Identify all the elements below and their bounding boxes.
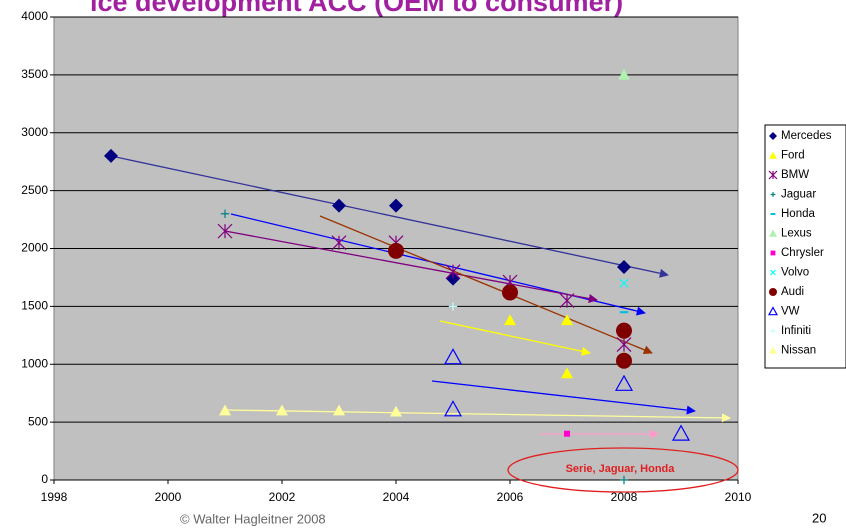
- y-tick-label: 3000: [21, 125, 48, 139]
- point: [502, 284, 518, 301]
- point: [445, 264, 461, 280]
- legend-label: Volvo: [781, 267, 809, 279]
- point: [559, 293, 575, 309]
- point: [219, 404, 231, 416]
- trend-arrow: [439, 320, 591, 356]
- y-tick-label: 2500: [21, 183, 48, 197]
- legend-label: Lexus: [781, 228, 812, 240]
- legend-marker: [770, 250, 776, 256]
- annotation-ellipse: [507, 447, 739, 493]
- legend-label: Infiniti: [781, 325, 811, 337]
- point: [389, 198, 403, 213]
- point: [332, 198, 346, 213]
- y-tick-label: 500: [28, 414, 48, 428]
- legend-label: Ford: [781, 150, 805, 162]
- point: [448, 302, 458, 311]
- legend-label: BMW: [781, 169, 809, 181]
- point: [564, 430, 570, 437]
- y-tick-label: 1000: [21, 356, 48, 370]
- x-tick-label: 2006: [497, 490, 524, 504]
- legend-label: Audi: [781, 286, 804, 298]
- point: [443, 348, 463, 365]
- y-tick-label: 0: [41, 472, 48, 486]
- x-tick-label: 2008: [611, 490, 638, 504]
- trend-arrow: [110, 155, 669, 278]
- point: [671, 424, 691, 441]
- legend-marker: [769, 346, 777, 354]
- y-tick-label: 2000: [21, 241, 48, 255]
- point: [561, 367, 573, 379]
- point: [619, 278, 629, 288]
- trend-arrow: [431, 380, 696, 415]
- legend-marker: [770, 328, 776, 334]
- point: [220, 209, 230, 218]
- point: [561, 314, 573, 326]
- footer: © Walter Hagleitner 2008: [180, 511, 326, 526]
- legend-marker: [769, 151, 777, 159]
- point: [614, 374, 634, 391]
- point: [390, 405, 402, 417]
- page-number: 20: [812, 510, 826, 525]
- x-tick-label: 2002: [269, 490, 296, 504]
- legend-label: Jaguar: [781, 189, 816, 201]
- legend-marker: [770, 269, 776, 276]
- point: [331, 235, 347, 251]
- x-tick-label: 2000: [155, 490, 182, 504]
- x-tick-label: 2010: [725, 490, 752, 504]
- point: [443, 400, 463, 417]
- trend-arrow: [224, 409, 731, 423]
- legend-marker: [767, 306, 779, 316]
- point: [217, 223, 233, 239]
- legend-marker: [769, 288, 777, 296]
- legend-label: VW: [781, 306, 800, 318]
- point: [504, 314, 516, 326]
- point: [333, 404, 345, 416]
- legend-marker: [769, 229, 777, 237]
- trend-arrows: [110, 155, 731, 439]
- x-tick-label: 2004: [383, 490, 410, 504]
- point: [276, 404, 288, 416]
- trend-arrow: [319, 215, 653, 355]
- point: [388, 242, 404, 259]
- y-tick-label: 3500: [21, 67, 48, 81]
- legend-label: Chrysler: [781, 247, 824, 259]
- legend-label: Nissan: [781, 345, 816, 357]
- annotation: Serie, Jaguar, Honda: [566, 463, 676, 475]
- point: [616, 352, 632, 369]
- legend-marker: [770, 192, 776, 197]
- point: [618, 68, 630, 80]
- point: [616, 322, 632, 339]
- point: [616, 337, 632, 352]
- legend: [764, 124, 846, 369]
- point: [617, 260, 631, 275]
- point: [619, 475, 629, 485]
- legend-label: Honda: [781, 208, 815, 220]
- point: [104, 148, 118, 163]
- legend-label: Mercedes: [781, 130, 832, 142]
- legend-marker: [769, 132, 777, 140]
- chart-title: ice development ACC (OEM to consumer): [90, 0, 623, 17]
- y-tick-label: 4000: [21, 9, 48, 23]
- y-tick-label: 1500: [21, 299, 48, 313]
- legend-marker: [768, 170, 778, 180]
- x-tick-label: 1998: [41, 490, 68, 504]
- trend-arrow: [224, 230, 598, 303]
